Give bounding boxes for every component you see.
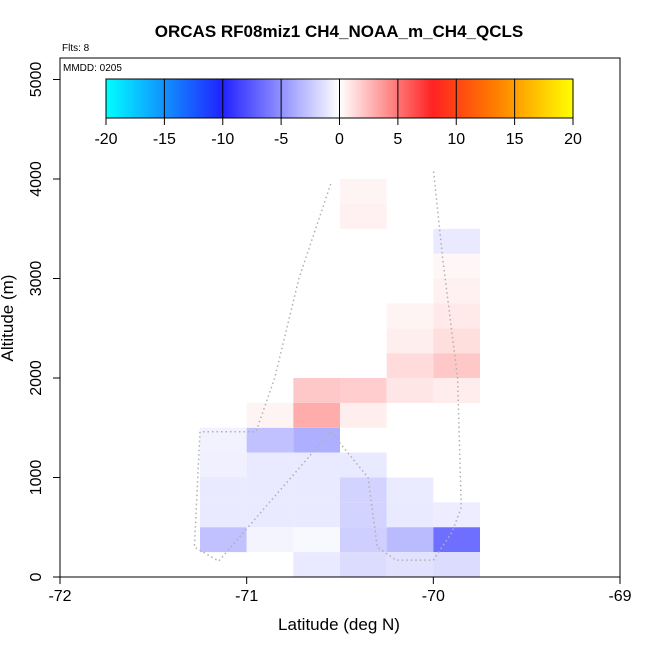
heatmap-cell	[433, 278, 480, 304]
heatmap-cell	[293, 477, 340, 503]
heatmap-cell	[386, 527, 434, 553]
y-tick-label: 3000	[28, 261, 45, 297]
colorbar-tick-label: -10	[211, 131, 234, 148]
heatmap-cell	[433, 228, 480, 254]
heatmap-cell	[340, 552, 387, 577]
chart-title: ORCAS RF08miz1 CH4_NOAA_m_CH4_QCLS	[155, 22, 523, 41]
y-axis-label: Altitude (m)	[0, 275, 17, 362]
colorbar-tick-label: 10	[447, 131, 465, 148]
colorbar-tick-label: 0	[335, 131, 344, 148]
x-tick-label: -70	[422, 588, 445, 605]
heatmap-cell	[386, 552, 434, 577]
colorbar-tick-label: 15	[506, 131, 524, 148]
heatmap-cell	[340, 502, 387, 528]
heatmap-cell	[386, 502, 434, 528]
heatmap-cell	[433, 378, 480, 403]
heatmap-cell	[386, 378, 434, 403]
heatmap-cell	[340, 402, 387, 428]
heatmap-cell	[246, 527, 294, 553]
heatmap-cell	[246, 402, 294, 428]
plot-frame	[59, 57, 621, 578]
colorbar: -20 -15 -10 -5 0 5 10 15 20	[94, 78, 582, 148]
x-tick-label: -71	[235, 588, 258, 605]
heatmap-cell	[433, 328, 480, 354]
x-tick-label: -69	[608, 588, 631, 605]
heatmap-cell	[340, 378, 387, 403]
colorbar-tick-label: 20	[564, 131, 582, 148]
colorbar-tick-label: -20	[94, 131, 117, 148]
heatmap-cell	[340, 477, 387, 503]
axes: -72 -71 -70 -69 0 1000 2000 3000 4000 5000	[28, 62, 632, 605]
heatmap-cell	[200, 527, 247, 553]
heatmap-cell	[433, 303, 480, 329]
heatmap-cell	[293, 527, 340, 553]
heatmap-cell	[340, 203, 387, 229]
heatmap-cell	[433, 353, 480, 378]
x-tick-label: -72	[48, 588, 71, 605]
heatmap-cell	[386, 303, 434, 329]
y-tick-label: 0	[28, 572, 45, 581]
heatmap-cell	[246, 427, 294, 453]
heatmap-cell	[200, 452, 247, 478]
heatmap-cell	[293, 452, 340, 478]
y-tick-label: 2000	[28, 360, 45, 396]
colorbar-tick-label: -5	[274, 131, 288, 148]
heatmap-cell	[293, 378, 340, 403]
heatmap-cell	[433, 552, 480, 577]
heatmap-cell	[293, 402, 340, 428]
date-label: MMDD: 0205	[63, 63, 122, 74]
y-tick-label: 4000	[28, 161, 45, 197]
heatmap-cell	[340, 179, 387, 204]
heatmap-cell	[293, 502, 340, 528]
y-tick-label: 1000	[28, 460, 45, 496]
heatmap-cell	[293, 552, 340, 577]
heatmap-cell	[200, 477, 247, 503]
x-axis-label: Latitude (deg N)	[278, 615, 400, 634]
flights-label: Flts: 8	[62, 43, 90, 54]
heatmap-cell	[386, 328, 434, 354]
y-tick-label: 5000	[28, 62, 45, 98]
heatmap-cell	[386, 353, 434, 378]
heatmap-cell	[386, 477, 434, 503]
colorbar-tick-label: 5	[393, 131, 402, 148]
heatmap-cell	[246, 477, 294, 503]
heatmap-cell	[200, 502, 247, 528]
heatmap-cell	[340, 452, 387, 478]
heatmap-cells	[200, 179, 480, 577]
colorbar-tick-label: -15	[153, 131, 176, 148]
heatmap-cell	[433, 502, 480, 528]
heatmap-cell	[246, 452, 294, 478]
heatmap-cell	[246, 502, 294, 528]
heatmap-cell	[433, 253, 480, 279]
